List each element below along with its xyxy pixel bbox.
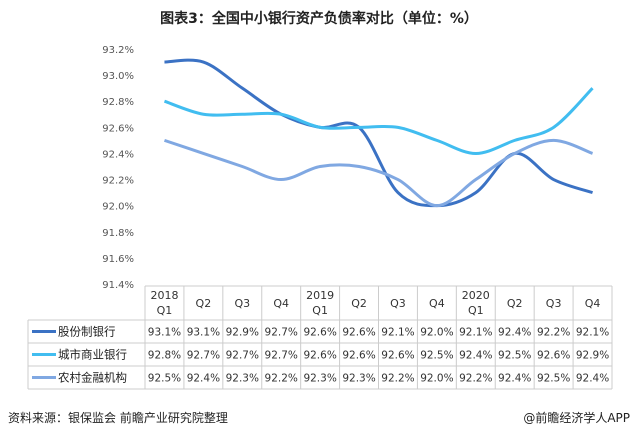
x-tick-label: 2018 bbox=[150, 289, 178, 302]
x-tick-label: 2019 bbox=[306, 289, 334, 302]
x-tick-label: Q4 bbox=[585, 297, 601, 310]
x-tick-label: Q2 bbox=[507, 297, 523, 310]
data-label: 92.8% bbox=[148, 350, 181, 362]
series-line-2 bbox=[163, 138, 594, 208]
series-line-0 bbox=[164, 58, 594, 208]
data-label: 92.6% bbox=[342, 327, 375, 339]
x-tick-label: Q1 bbox=[312, 304, 328, 317]
data-label: 92.4% bbox=[498, 327, 531, 339]
data-label: 92.5% bbox=[148, 373, 181, 385]
x-tick-label: Q4 bbox=[429, 297, 445, 310]
data-label: 93.1% bbox=[148, 327, 181, 339]
data-label: 92.3% bbox=[226, 373, 259, 385]
y-tick-label: 91.4% bbox=[102, 280, 134, 291]
data-label: 92.0% bbox=[420, 373, 453, 385]
data-label: 92.7% bbox=[187, 350, 220, 362]
data-label: 92.7% bbox=[265, 350, 298, 362]
data-label: 92.0% bbox=[420, 327, 453, 339]
y-tick-label: 93.0% bbox=[102, 71, 134, 82]
x-tick-label: Q3 bbox=[234, 297, 250, 310]
data-label: 92.1% bbox=[381, 327, 414, 339]
data-label: 92.4% bbox=[187, 373, 220, 385]
data-label: 92.7% bbox=[226, 350, 259, 362]
data-label: 92.2% bbox=[265, 373, 298, 385]
legend-label: 股份制银行 bbox=[58, 325, 116, 339]
x-tick-label: Q3 bbox=[390, 297, 406, 310]
data-label: 92.5% bbox=[537, 373, 570, 385]
data-label: 92.4% bbox=[459, 350, 492, 362]
data-label: 92.6% bbox=[342, 350, 375, 362]
x-tick-label: Q2 bbox=[351, 297, 367, 310]
data-label: 92.5% bbox=[498, 350, 531, 362]
data-label: 92.6% bbox=[537, 350, 570, 362]
y-tick-label: 91.8% bbox=[102, 228, 134, 239]
y-tick-label: 92.0% bbox=[102, 202, 134, 213]
data-label: 93.1% bbox=[187, 327, 220, 339]
data-label: 92.4% bbox=[498, 373, 531, 385]
y-tick-label: 93.2% bbox=[102, 45, 134, 56]
data-label: 92.9% bbox=[226, 327, 259, 339]
data-label: 92.6% bbox=[303, 350, 336, 362]
x-tick-label: 2020 bbox=[462, 289, 490, 302]
data-label: 92.5% bbox=[420, 350, 453, 362]
data-label: 92.7% bbox=[265, 327, 298, 339]
x-tick-label: Q1 bbox=[157, 304, 173, 317]
data-label: 92.1% bbox=[459, 327, 492, 339]
data-label: 92.1% bbox=[576, 327, 609, 339]
y-tick-label: 92.2% bbox=[102, 176, 134, 187]
x-tick-label: Q4 bbox=[273, 297, 289, 310]
data-label: 92.4% bbox=[576, 373, 609, 385]
brand-label: @前瞻经济学人APP bbox=[523, 411, 630, 425]
y-tick-label: 92.8% bbox=[102, 97, 134, 108]
data-label: 92.2% bbox=[537, 327, 570, 339]
y-tick-label: 92.4% bbox=[102, 149, 134, 160]
x-tick-label: Q2 bbox=[196, 297, 212, 310]
source-note: 资料来源：银保监会 前瞻产业研究院整理 bbox=[8, 411, 228, 425]
data-label: 92.9% bbox=[576, 350, 609, 362]
chart-title: 图表3：全国中小银行资产负债率对比（单位：%） bbox=[160, 11, 478, 27]
legend-label: 农村金融机构 bbox=[58, 371, 127, 385]
data-label: 92.3% bbox=[303, 373, 336, 385]
x-tick-label: Q3 bbox=[546, 297, 562, 310]
y-tick-label: 91.6% bbox=[102, 254, 134, 265]
data-label: 92.2% bbox=[381, 373, 414, 385]
y-tick-label: 92.6% bbox=[102, 123, 134, 134]
legend-label: 城市商业银行 bbox=[58, 348, 127, 362]
data-label: 92.6% bbox=[381, 350, 414, 362]
data-label: 92.3% bbox=[342, 373, 375, 385]
data-label: 92.6% bbox=[303, 327, 336, 339]
x-tick-label: Q1 bbox=[468, 304, 484, 317]
series-line-1 bbox=[163, 87, 594, 155]
data-label: 92.2% bbox=[459, 373, 492, 385]
